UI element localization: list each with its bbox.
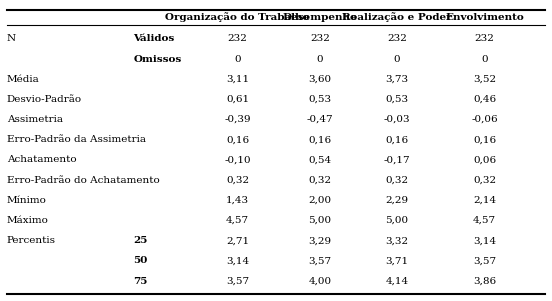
Text: 0,53: 0,53 [309,95,332,104]
Text: 3,60: 3,60 [309,75,332,84]
Text: 0,16: 0,16 [385,135,408,144]
Text: -0,17: -0,17 [384,156,410,164]
Text: 4,57: 4,57 [473,216,496,225]
Text: 5,00: 5,00 [309,216,332,225]
Text: -0,03: -0,03 [384,115,410,124]
Text: 2,71: 2,71 [226,236,249,245]
Text: Média: Média [7,75,40,84]
Text: 3,29: 3,29 [309,236,332,245]
Text: 4,57: 4,57 [226,216,249,225]
Text: 0,61: 0,61 [226,95,249,104]
Text: 3,52: 3,52 [473,75,496,84]
Text: Erro-Padrão da Assimetria: Erro-Padrão da Assimetria [7,135,146,144]
Text: Mínimo: Mínimo [7,196,47,205]
Text: 232: 232 [227,34,247,43]
Text: Assimetria: Assimetria [7,115,63,124]
Text: -0,47: -0,47 [306,115,333,124]
Text: Envolvimento: Envolvimento [445,13,524,22]
Text: 75: 75 [133,277,147,286]
Text: 0: 0 [317,54,323,64]
Text: Organização do Trabalho: Organização do Trabalho [166,12,310,22]
Text: 3,14: 3,14 [226,256,249,265]
Text: 3,73: 3,73 [385,75,408,84]
Text: Desempenho: Desempenho [283,13,357,22]
Text: 0,06: 0,06 [473,156,496,164]
Text: 0,54: 0,54 [309,156,332,164]
Text: 0,16: 0,16 [309,135,332,144]
Text: 232: 232 [387,34,407,43]
Text: 2,29: 2,29 [385,196,408,205]
Text: Omissos: Omissos [133,54,182,64]
Text: 2,00: 2,00 [309,196,332,205]
Text: 2,14: 2,14 [473,196,496,205]
Text: 0,32: 0,32 [385,176,408,185]
Text: 3,11: 3,11 [226,75,249,84]
Text: 3,57: 3,57 [473,256,496,265]
Text: 0: 0 [394,54,400,64]
Text: 232: 232 [310,34,330,43]
Text: Máximo: Máximo [7,216,49,225]
Text: 0,32: 0,32 [226,176,249,185]
Text: Percentis: Percentis [7,236,56,245]
Text: 0,32: 0,32 [309,176,332,185]
Text: 3,71: 3,71 [385,256,408,265]
Text: 0,46: 0,46 [473,95,496,104]
Text: -0,06: -0,06 [471,115,498,124]
Text: 232: 232 [475,34,495,43]
Text: -0,39: -0,39 [224,115,251,124]
Text: Erro-Padrão do Achatamento: Erro-Padrão do Achatamento [7,176,160,185]
Text: 0: 0 [481,54,488,64]
Text: 50: 50 [133,256,147,265]
Text: 3,57: 3,57 [226,277,249,286]
Text: -0,10: -0,10 [224,156,251,164]
Text: 0: 0 [234,54,241,64]
Text: Desvio-Padrão: Desvio-Padrão [7,95,82,104]
Text: 3,86: 3,86 [473,277,496,286]
Text: 0,16: 0,16 [473,135,496,144]
Text: 0,53: 0,53 [385,95,408,104]
Text: 4,00: 4,00 [309,277,332,286]
Text: 4,14: 4,14 [385,277,408,286]
Text: 0,16: 0,16 [226,135,249,144]
Text: 5,00: 5,00 [385,216,408,225]
Text: Achatamento: Achatamento [7,156,77,164]
Text: 3,57: 3,57 [309,256,332,265]
Text: 3,32: 3,32 [385,236,408,245]
Text: Realização e Poder: Realização e Poder [342,12,452,22]
Text: 1,43: 1,43 [226,196,249,205]
Text: 3,14: 3,14 [473,236,496,245]
Text: N: N [7,34,16,43]
Text: Válidos: Válidos [133,34,174,43]
Text: 25: 25 [133,236,147,245]
Text: 0,32: 0,32 [473,176,496,185]
